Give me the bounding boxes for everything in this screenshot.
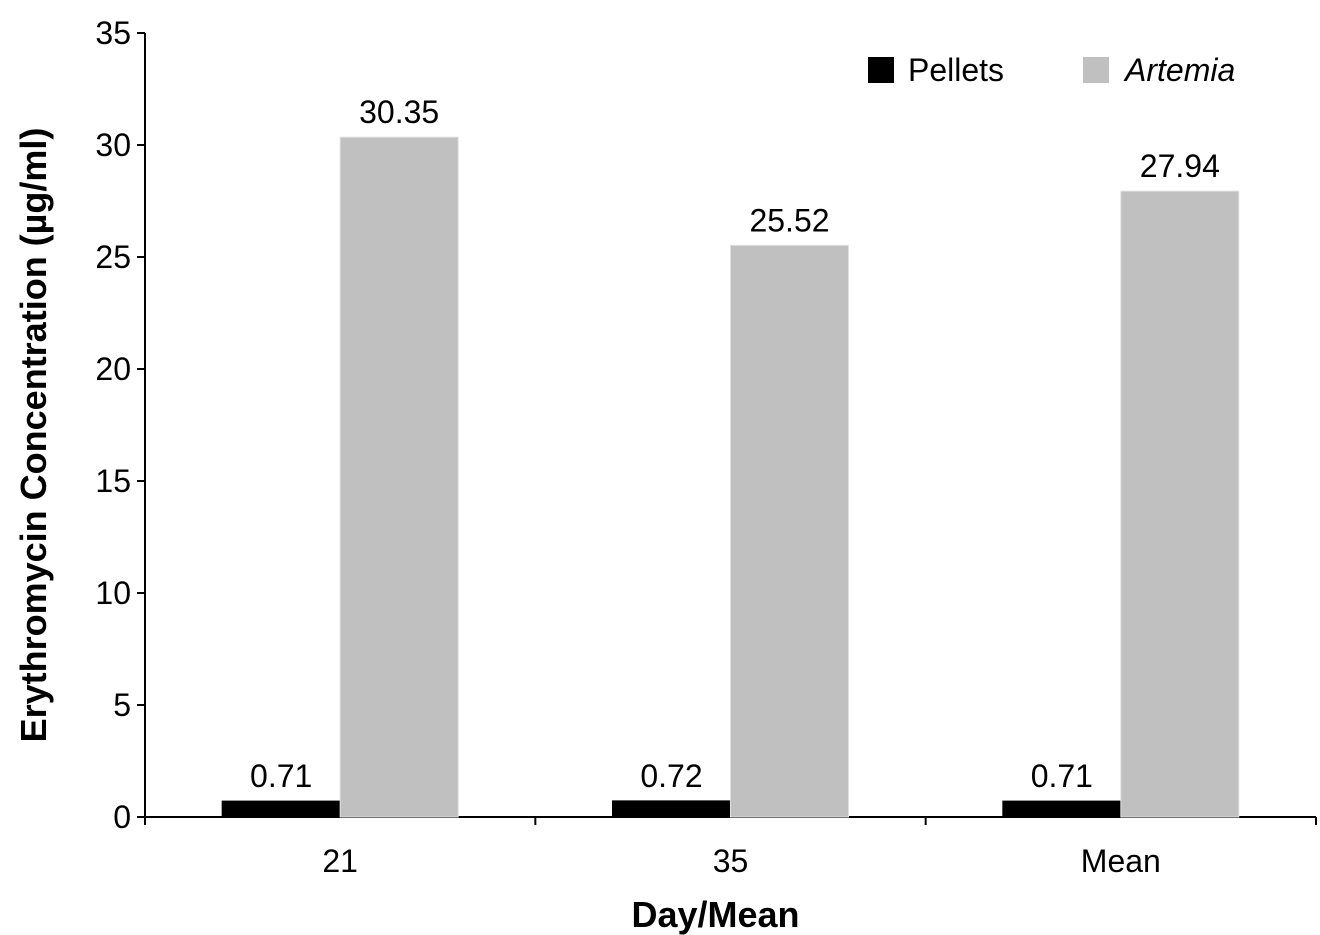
x-axis-title: Day/Mean xyxy=(631,894,799,935)
bar-artemia-35 xyxy=(730,244,849,818)
legend: Pellets Artemia xyxy=(868,52,1235,88)
legend-label: Pellets xyxy=(908,52,1004,88)
y-tick-label: 10 xyxy=(95,575,131,611)
x-tick-label: Mean xyxy=(1081,843,1161,879)
bar-pellets-mean xyxy=(1002,800,1122,818)
y-tick-label: 25 xyxy=(95,239,131,275)
x-tick-label: 21 xyxy=(322,843,358,879)
y-tick-label: 20 xyxy=(95,351,131,387)
data-label: 25.52 xyxy=(749,202,829,238)
y-tick-label: 5 xyxy=(113,687,131,723)
legend-swatch xyxy=(868,57,894,83)
data-label: 0.72 xyxy=(640,758,702,794)
bar-artemia-mean xyxy=(1120,190,1240,818)
y-tick-label: 0 xyxy=(113,799,131,835)
data-label: 0.71 xyxy=(250,758,312,794)
legend-swatch xyxy=(1083,57,1109,83)
y-tick-label: 30 xyxy=(95,127,131,163)
legend-label: Artemia xyxy=(1123,52,1235,88)
bar-pellets-21 xyxy=(221,800,341,818)
bars xyxy=(221,136,1240,818)
data-label: 30.35 xyxy=(359,94,439,130)
y-tick-label: 15 xyxy=(95,463,131,499)
y-axis-title: Erythromycin Concentration (µg/ml) xyxy=(13,128,54,743)
data-label: 27.94 xyxy=(1140,148,1220,184)
x-tick-label: 35 xyxy=(713,843,749,879)
bar-artemia-21 xyxy=(339,136,459,818)
bar-pellets-35 xyxy=(612,800,731,818)
data-label: 0.71 xyxy=(1031,758,1093,794)
axes: 0 5 10 15 20 25 30 35 21 35 Mean xyxy=(95,15,1317,879)
y-tick-label: 35 xyxy=(95,15,131,51)
data-labels: 0.71 0.72 0.71 30.35 25.52 27.94 xyxy=(250,94,1220,794)
